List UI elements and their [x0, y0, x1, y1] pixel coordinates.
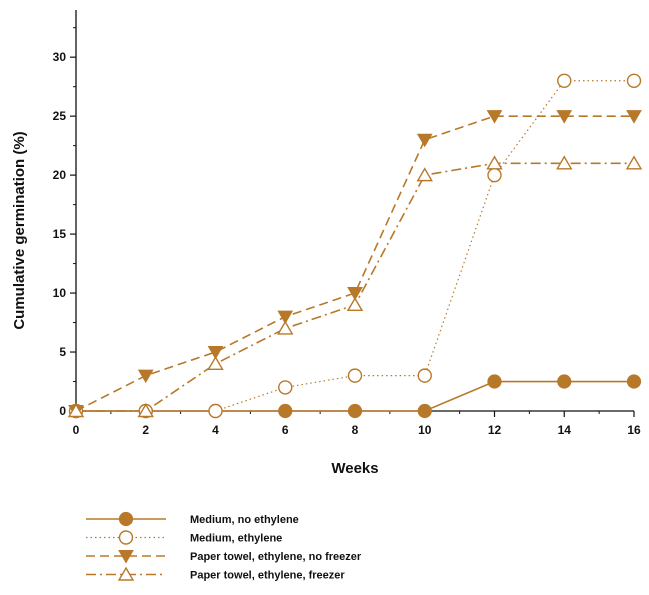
series-1-point: [487, 374, 502, 389]
series-1-point: [626, 374, 642, 389]
y-tick-label: 0: [59, 404, 66, 418]
legend-marker-1: [118, 511, 134, 527]
y-tick-label: 15: [53, 227, 67, 241]
series-4-point: [556, 155, 573, 170]
series-4-point: [207, 355, 224, 371]
y-tick-label: 5: [59, 345, 66, 359]
x-tick-label: 10: [418, 423, 432, 437]
series-line-2: [76, 80, 634, 412]
series-3-point: [416, 133, 433, 148]
series-4-point: [625, 155, 643, 170]
x-tick-label: 14: [558, 423, 572, 437]
series-markers: [67, 73, 643, 419]
series-3-point: [556, 110, 573, 124]
y-tick-label: 10: [53, 286, 67, 300]
x-tick-label: 2: [142, 423, 149, 437]
series-4-point: [486, 155, 503, 170]
series-1-point: [278, 403, 293, 419]
series-2-point: [347, 368, 363, 383]
series-4-point: [346, 296, 364, 312]
series-2-point: [487, 167, 502, 183]
series-2-point: [208, 403, 223, 419]
x-axis-title: Weeks: [331, 460, 378, 477]
series-lines: [75, 80, 634, 412]
y-tick-label: 25: [53, 109, 67, 123]
series-4-point: [277, 320, 294, 335]
legend-marker-3: [118, 550, 134, 564]
x-tick-label: 16: [627, 423, 641, 437]
series-4-point: [416, 167, 433, 182]
legend-marker-2: [118, 530, 134, 545]
legend-label-2: Medium, ethylene: [190, 533, 282, 545]
legend-label-3: Paper towel, ethylene, no freezer: [190, 551, 362, 563]
series-2-point: [417, 368, 432, 383]
series-3-point: [347, 287, 363, 301]
series-line-3: [75, 115, 634, 412]
series-2-point: [557, 73, 572, 88]
series-1-point: [417, 403, 432, 419]
series-2-point: [626, 73, 642, 88]
series-3-point: [486, 110, 503, 124]
legend-label-1: Medium, no ethylene: [190, 514, 299, 526]
series-1-point: [557, 374, 572, 389]
x-tick-label: 8: [352, 423, 359, 437]
series-3-point: [626, 110, 642, 124]
series-3-point: [207, 346, 224, 360]
x-tick-label: 12: [488, 423, 502, 437]
series-2-point: [278, 380, 293, 395]
series-4-point: [137, 403, 154, 418]
x-tick-label: 6: [282, 423, 289, 437]
legend-label-4: Paper towel, ethylene, freezer: [190, 570, 345, 582]
series-1-point: [347, 403, 363, 419]
series-4-point: [67, 403, 85, 418]
series-3-point: [137, 369, 154, 384]
x-tick-label: 0: [73, 423, 80, 437]
x-tick-label: 4: [212, 423, 219, 437]
legend: Medium, no ethylene Medium, ethylene Paper…: [86, 511, 362, 582]
y-tick-label: 30: [53, 50, 67, 64]
legend-marker-4: [117, 566, 135, 581]
series-3-point: [277, 310, 294, 325]
y-axis-title: Cumulative germination (%): [11, 131, 28, 329]
y-tick-label: 20: [53, 168, 67, 182]
